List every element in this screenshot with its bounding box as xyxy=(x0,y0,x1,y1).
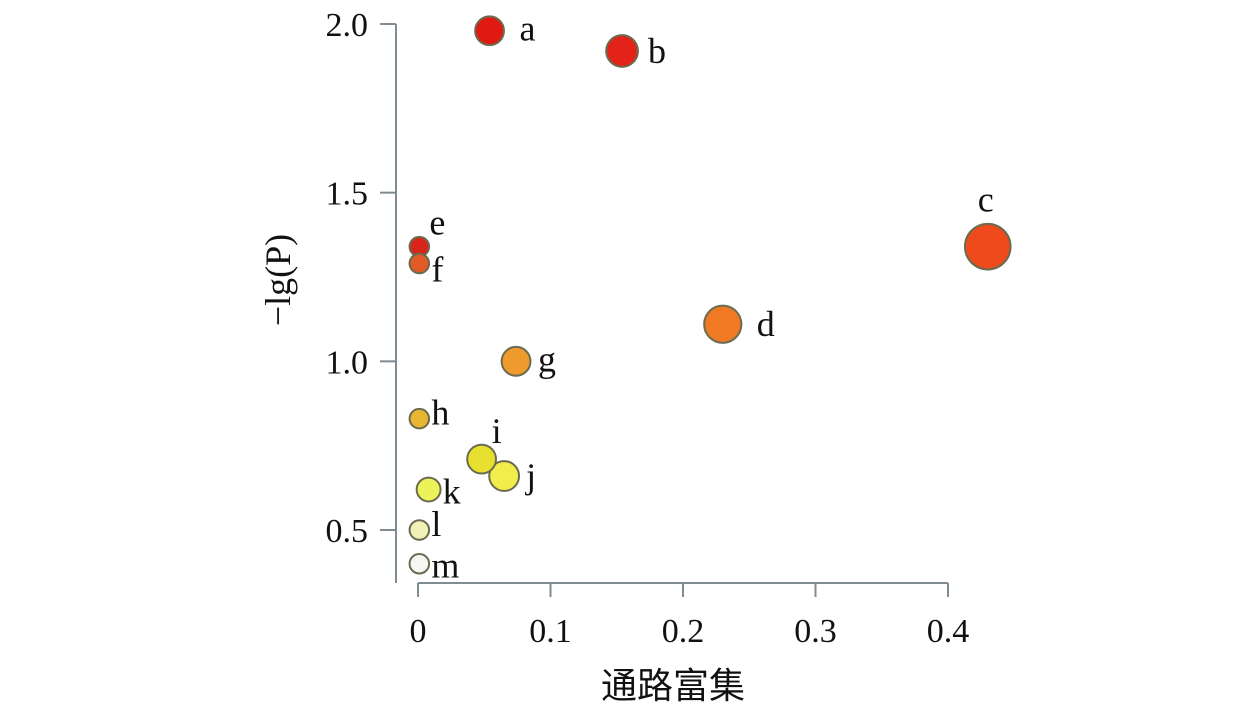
point-label-j: j xyxy=(524,456,536,496)
x-tick-label: 0.3 xyxy=(794,613,837,650)
y-tick-label: 0.5 xyxy=(326,513,369,550)
point-label-k: k xyxy=(443,472,461,512)
data-point-m xyxy=(408,552,431,575)
data-point-d xyxy=(703,304,743,344)
data-point-f xyxy=(408,252,431,275)
y-tick-label: 2.0 xyxy=(326,7,369,44)
x-ticks: 0 0.1 0.2 0.3 0.4 xyxy=(410,583,970,650)
point-label-g: g xyxy=(538,339,556,379)
data-point-h xyxy=(408,407,431,430)
y-ticks: 0.5 1.0 1.5 2.0 xyxy=(326,7,396,550)
data-point-j xyxy=(488,460,521,492)
x-tick-label: 0.4 xyxy=(927,613,970,650)
x-axis-title: 通路富集 xyxy=(601,666,745,707)
data-point-a xyxy=(474,15,505,47)
point-label-b: b xyxy=(648,31,666,71)
point-label-l: l xyxy=(431,504,441,544)
data-point-i xyxy=(466,443,498,475)
point-label-f: f xyxy=(431,250,443,290)
data-point-c xyxy=(963,222,1012,271)
y-tick-label: 1.5 xyxy=(326,176,369,213)
data-point-b xyxy=(605,34,639,68)
x-tick-label: 0.2 xyxy=(662,613,705,650)
point-label-a: a xyxy=(520,9,536,49)
data-point-k xyxy=(415,476,442,503)
y-axis-title: −lg(P) xyxy=(258,234,298,326)
point-label-c: c xyxy=(978,180,994,220)
point-label-m: m xyxy=(431,546,459,586)
point-label-d: d xyxy=(757,304,775,344)
point-label-i: i xyxy=(492,411,502,451)
y-tick-label: 1.0 xyxy=(326,344,369,381)
data-points: c d b j a gik ef h lm xyxy=(408,9,1012,586)
data-point-l xyxy=(408,519,431,541)
x-tick-label: 0 xyxy=(410,613,427,650)
point-label-e: e xyxy=(429,203,445,243)
x-tick-label: 0.1 xyxy=(529,613,572,650)
data-point-g xyxy=(500,345,532,377)
point-label-h: h xyxy=(431,393,449,433)
